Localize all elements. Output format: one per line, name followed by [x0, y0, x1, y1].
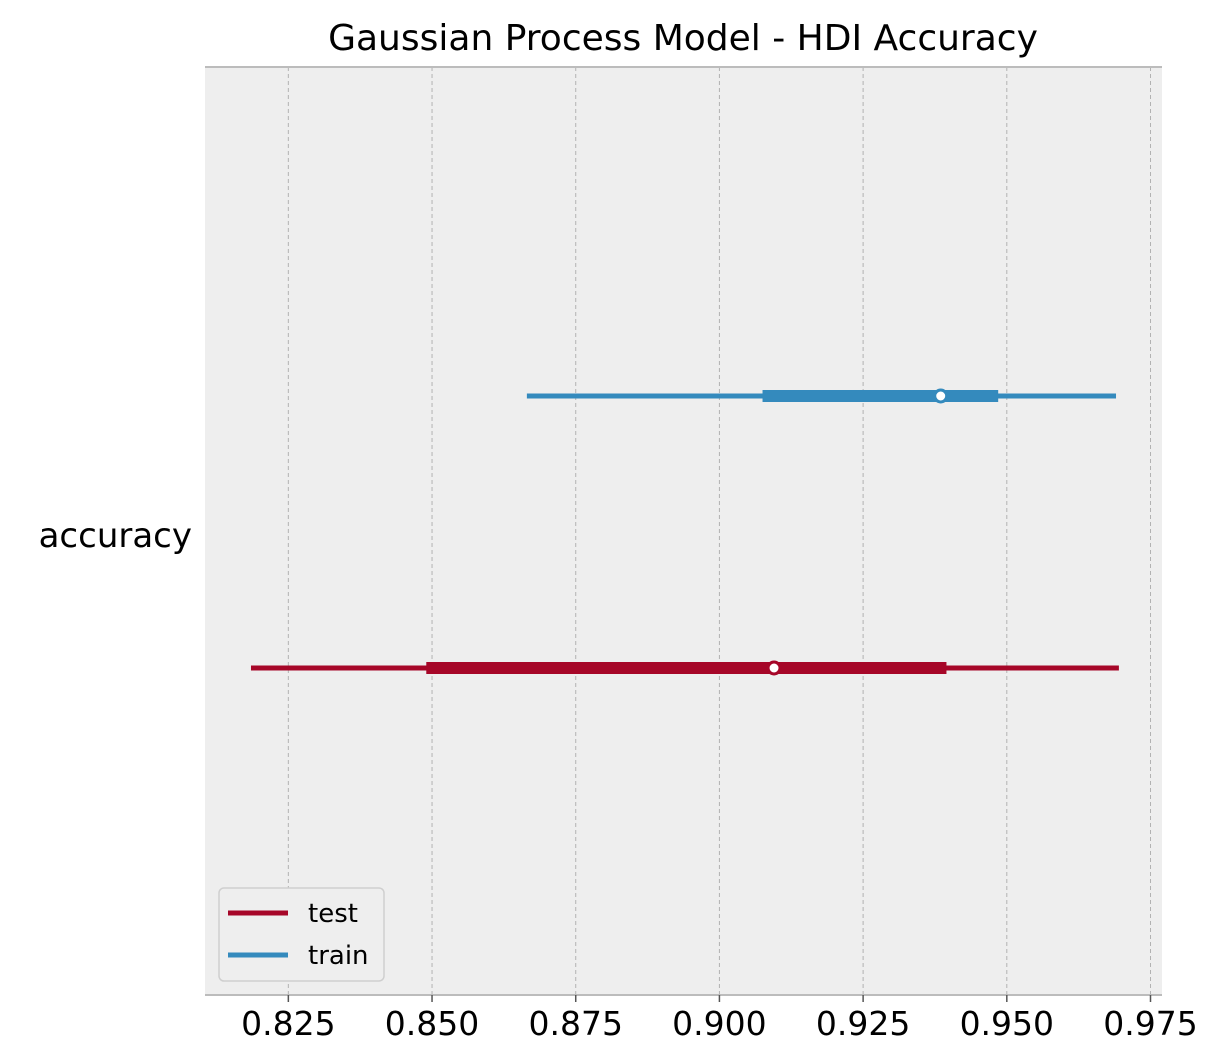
plot-area — [205, 67, 1162, 995]
y-category-label: accuracy — [39, 516, 192, 556]
legend-label-train: train — [308, 941, 369, 971]
point-estimate-train — [933, 388, 949, 404]
x-axis: 0.825 0.850 0.875 0.900 0.925 0.950 0.975 — [241, 995, 1198, 1043]
interval-marks — [250, 388, 1119, 676]
legend-label-test: test — [308, 899, 358, 929]
x-tick-label: 0.825 — [241, 1004, 335, 1043]
point-estimate-test — [766, 660, 782, 676]
chart-title: Gaussian Process Model - HDI Accuracy — [328, 18, 1038, 59]
x-tick-label: 0.925 — [816, 1004, 910, 1043]
grid-lines — [287, 67, 1152, 995]
x-tick-label: 0.975 — [1103, 1004, 1197, 1043]
x-tick-label: 0.900 — [672, 1004, 766, 1043]
legend: test train — [218, 887, 385, 982]
x-tick-label: 0.875 — [528, 1004, 622, 1043]
x-tick-label: 0.850 — [385, 1004, 479, 1043]
x-tick-label: 0.950 — [960, 1004, 1054, 1043]
